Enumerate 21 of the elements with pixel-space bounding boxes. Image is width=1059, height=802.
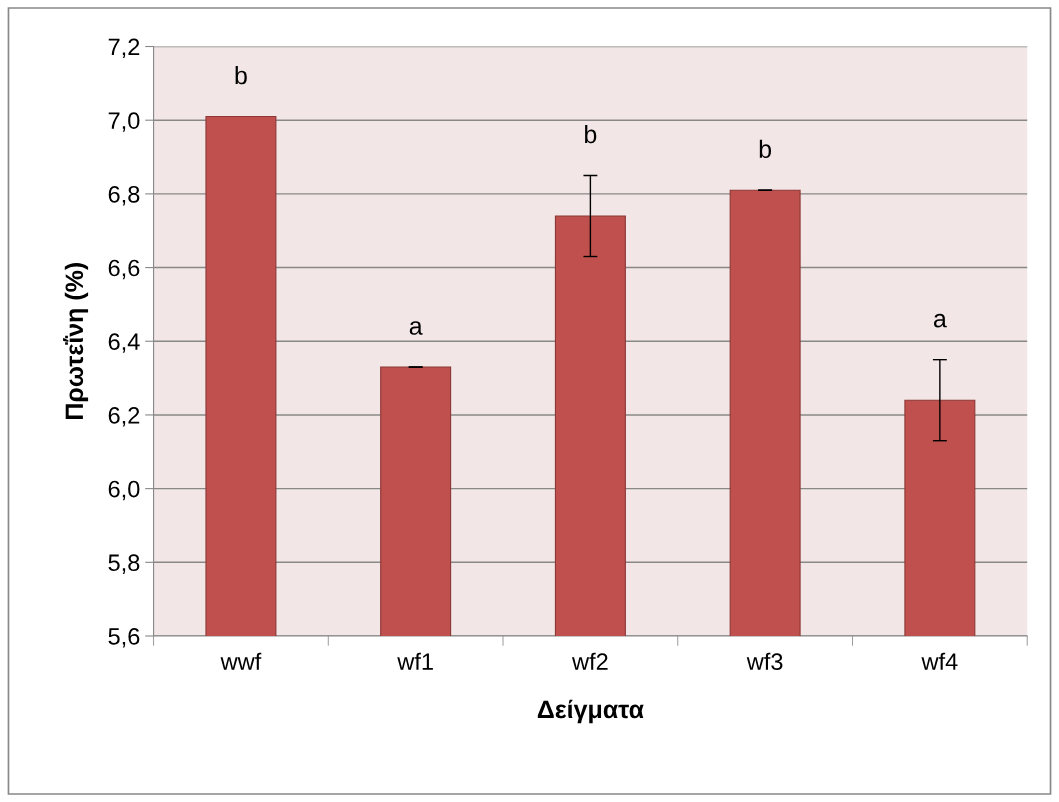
x-tick-label: wwf: [220, 652, 262, 670]
y-tick-label: 7,0: [108, 112, 140, 132]
y-tick-label: 7,2: [108, 38, 140, 59]
x-tick-label: wf1: [397, 652, 433, 670]
y-tick-label: 5,8: [108, 554, 140, 574]
y-tick-label: 6,0: [108, 480, 140, 501]
y-tick-label: 5,6: [108, 628, 140, 648]
annotation: b: [585, 124, 597, 144]
annotation: b: [235, 65, 247, 85]
y-axis-title: Πρωτεΐνη (%): [63, 263, 89, 420]
annotation: b: [759, 139, 772, 159]
annotation: a: [933, 313, 947, 328]
y-tick-label: 6,8: [108, 185, 140, 206]
x-tick-label: wf4: [921, 652, 958, 670]
y-tick-label: 6,4: [108, 333, 140, 353]
y-tick-label: 6,6: [108, 259, 140, 280]
x-tick-label: wf2: [571, 652, 608, 670]
y-tick-label: 6,2: [108, 407, 140, 427]
x-tick-label: wf3: [746, 652, 783, 670]
x-axis-title: Δείγματα: [537, 699, 644, 724]
annotation: a: [409, 321, 423, 335]
